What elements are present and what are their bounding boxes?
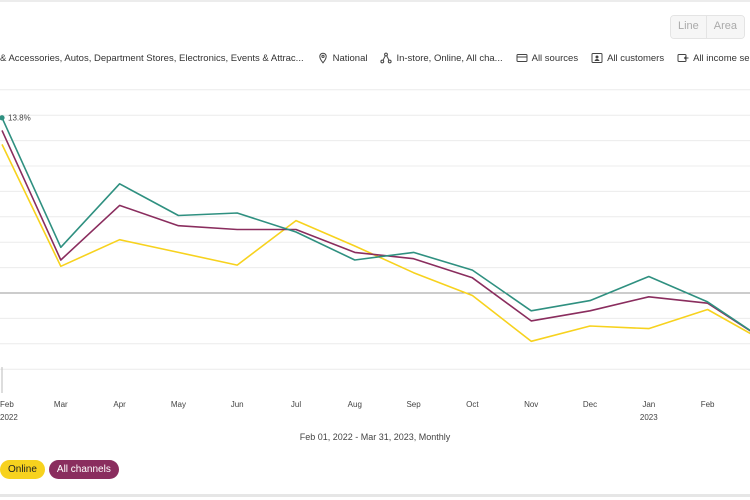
line-view-button[interactable]: Line	[671, 16, 706, 38]
x-tick-label: Jul	[291, 400, 301, 409]
view-toggle[interactable]: Line Area	[670, 15, 746, 39]
filter-income-label: All income segments	[693, 52, 750, 64]
card-icon	[516, 52, 528, 64]
x-tick-label: May	[171, 400, 186, 409]
year-label: 2022	[0, 413, 18, 420]
filter-channels[interactable]: In-store, Online, All cha...	[380, 52, 503, 64]
filter-category[interactable]: & Accessories, Autos, Department Stores,…	[0, 53, 304, 64]
area-view-button[interactable]: Area	[705, 16, 745, 38]
gridlines	[0, 89, 750, 370]
series-layer	[1, 117, 750, 343]
year-label: 2023	[640, 413, 658, 420]
bottom-border	[0, 494, 750, 497]
channels-icon	[380, 52, 393, 64]
income-icon	[677, 52, 689, 64]
series-all-channels-line[interactable]	[1, 130, 750, 341]
annotation-dot	[0, 115, 5, 121]
x-tick-label: Sep	[406, 400, 421, 409]
x-tick-label: Jan	[642, 400, 655, 409]
x-tick-label: Apr	[113, 400, 126, 409]
x-tick-label: Oct	[466, 400, 479, 409]
legend-online-pill[interactable]: Online	[0, 460, 45, 479]
filter-channels-label: In-store, Online, All cha...	[396, 52, 503, 64]
filter-customers[interactable]: All customers	[591, 52, 664, 64]
filter-income[interactable]: All income segments	[677, 52, 750, 64]
x-tick-label: Nov	[524, 400, 538, 409]
series-online-line[interactable]	[1, 144, 750, 343]
filter-sources[interactable]: All sources	[516, 52, 578, 64]
customer-icon	[591, 52, 603, 64]
filter-customers-label: All customers	[607, 52, 665, 64]
x-tick-label: Dec	[583, 400, 597, 409]
annotation-layer: 13.8%	[0, 114, 31, 123]
x-tick-label: Feb	[701, 400, 715, 409]
filter-location[interactable]: National	[317, 52, 368, 64]
date-range-label: Feb 01, 2022 - Mar 31, 2023, Monthly	[299, 432, 451, 442]
filter-bar: & Accessories, Autos, Department Stores,…	[0, 52, 750, 64]
location-pin-icon	[317, 52, 329, 64]
line-chart: Feb Mar Apr May Jun Jul Aug Sep Oct Nov Dec Jan Feb 2…	[0, 89, 750, 420]
x-tick-label: Aug	[348, 400, 362, 409]
series-teal-line[interactable]	[1, 117, 750, 342]
annotation-label: 13.8%	[8, 114, 31, 123]
filter-location-label: National	[332, 52, 368, 64]
legend: Online All channels	[0, 460, 123, 479]
filter-sources-label: All sources	[531, 52, 579, 64]
x-tick-label: Mar	[54, 400, 68, 409]
filter-category-label: & Accessories, Autos, Department Stores,…	[0, 52, 304, 64]
legend-all-channels-pill[interactable]: All channels	[48, 460, 119, 479]
x-tick-label: Feb	[0, 400, 14, 409]
x-tick-label: Jun	[231, 400, 244, 409]
x-axis: Feb Mar Apr May Jun Jul Aug Sep Oct Nov Dec Jan Feb 2…	[0, 367, 715, 420]
top-border	[0, 0, 750, 2]
